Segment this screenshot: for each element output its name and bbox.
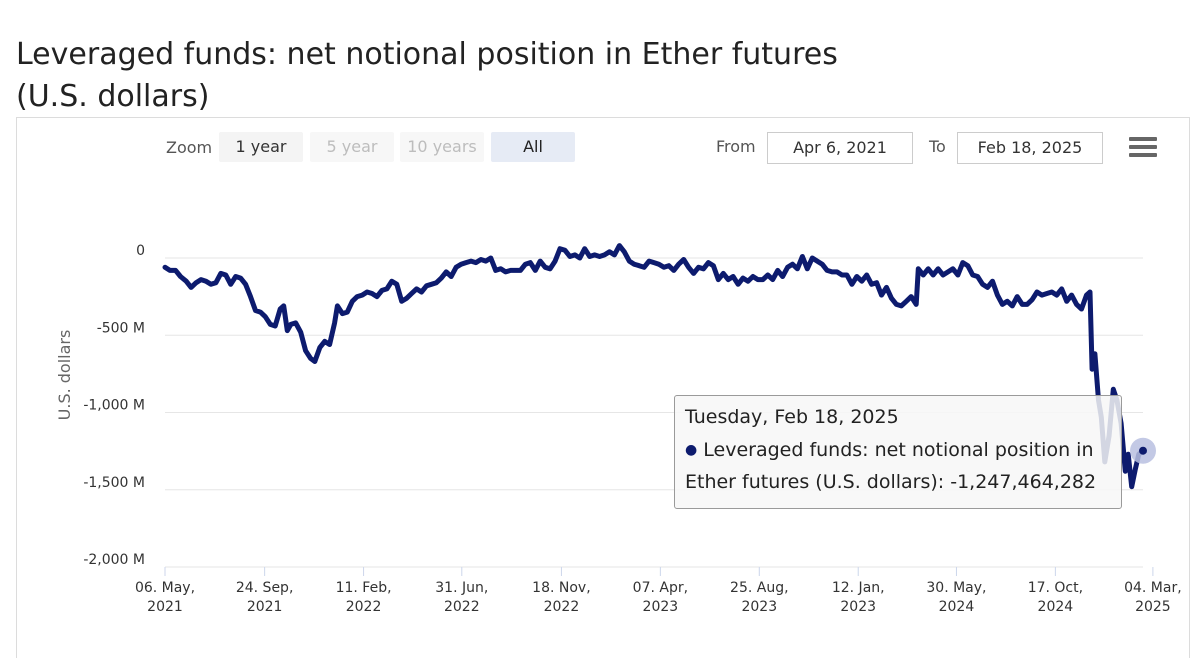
to-date-input[interactable]: Feb 18, 2025 [957, 132, 1103, 164]
tooltip-series-line2: Ether futures (U.S. dollars): -1,247,464… [685, 471, 1097, 493]
page-title: Leveraged funds: net notional position i… [16, 37, 838, 115]
chart-container [16, 117, 1190, 658]
zoom-10-years-button[interactable]: 10 years [400, 132, 484, 162]
chart-tooltip: Tuesday, Feb 18, 2025 ● Leveraged funds:… [674, 395, 1122, 509]
series-dot-icon: ● [685, 442, 698, 458]
tooltip-date: Tuesday, Feb 18, 2025 [685, 406, 899, 428]
from-date-input[interactable]: Apr 6, 2021 [767, 132, 913, 164]
zoom-label: Zoom [166, 138, 213, 157]
to-label: To [929, 137, 946, 156]
zoom-all-button[interactable]: All [491, 132, 575, 162]
zoom-5-year-button[interactable]: 5 year [310, 132, 394, 162]
tooltip-series-line1: Leveraged funds: net notional position i… [703, 439, 1094, 461]
from-label: From [716, 137, 756, 156]
zoom-1-year-button[interactable]: 1 year [219, 132, 303, 162]
hamburger-menu-icon[interactable] [1129, 137, 1157, 159]
